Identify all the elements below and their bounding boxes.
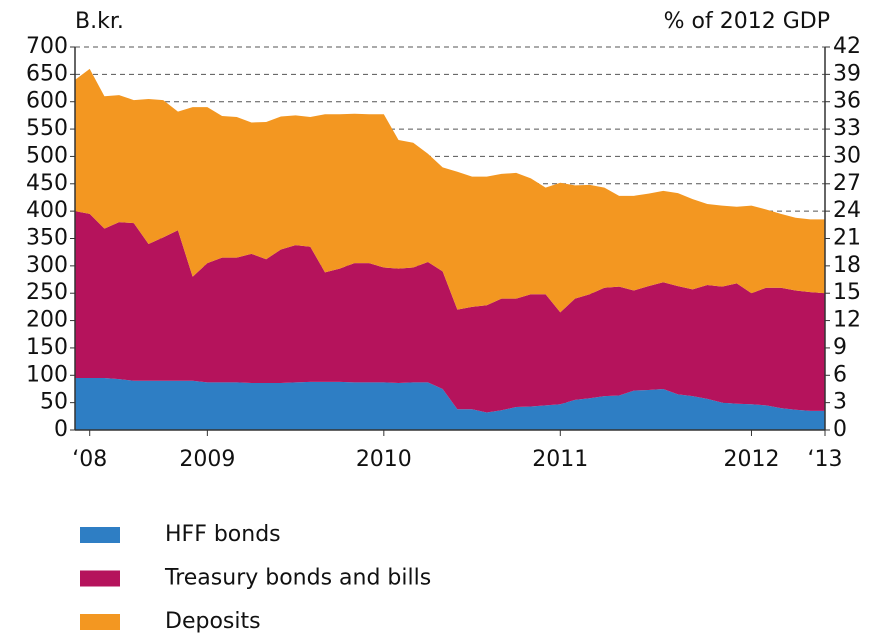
y2-tick-label: 3 <box>833 390 847 415</box>
y-tick-label: 300 <box>26 253 68 278</box>
y2-tick-label: 33 <box>833 116 861 141</box>
legend-swatch <box>80 570 120 587</box>
y2-tick-label: 27 <box>833 171 861 196</box>
area <box>75 378 825 430</box>
x-tick-label: 2009 <box>179 447 235 472</box>
y-tick-label: 550 <box>26 116 68 141</box>
area <box>75 68 825 313</box>
y-tick-label: 350 <box>26 226 68 251</box>
y2-axis-title: % of 2012 GDP <box>664 9 830 34</box>
y2-tick-label: 18 <box>833 253 861 278</box>
y2-tick-label: 36 <box>833 89 861 114</box>
y2-tick-label: 42 <box>833 34 861 59</box>
y-tick-label: 400 <box>26 198 68 223</box>
area <box>75 211 825 413</box>
y-axis-title: B.kr. <box>75 9 124 34</box>
x-tick-label: 2012 <box>723 447 779 472</box>
legend-label: Treasury bonds and bills <box>164 566 431 591</box>
y-tick-label: 250 <box>26 280 68 305</box>
y-tick-label: 600 <box>26 89 68 114</box>
legend-swatch <box>80 614 120 630</box>
y-tick-label: 0 <box>54 417 68 442</box>
y2-tick-label: 12 <box>833 308 861 333</box>
x-tick-label: 2011 <box>532 447 588 472</box>
y2-tick-label: 0 <box>833 417 847 442</box>
y2-tick-label: 30 <box>833 143 861 168</box>
legend-swatch <box>80 527 120 543</box>
y-tick-label: 650 <box>26 61 68 86</box>
x-tick-label: 2010 <box>356 447 412 472</box>
y-tick-label: 450 <box>26 171 68 196</box>
x-tick-label: ‘08 <box>72 447 107 472</box>
y2-tick-label: 39 <box>833 61 861 86</box>
y-tick-label: 500 <box>26 143 68 168</box>
y2-tick-label: 24 <box>833 198 861 223</box>
x-tick-label: ‘13 <box>808 447 843 472</box>
y2-tick-label: 21 <box>833 226 861 251</box>
y2-tick-label: 15 <box>833 280 861 305</box>
legend-label: HFF bonds <box>165 522 281 547</box>
y-tick-label: 700 <box>26 34 68 59</box>
y-tick-label: 150 <box>26 335 68 360</box>
y-tick-label: 50 <box>40 390 68 415</box>
y-tick-label: 200 <box>26 308 68 333</box>
y-tick-label: 100 <box>26 362 68 387</box>
legend-label: Deposits <box>165 609 261 634</box>
y2-tick-label: 6 <box>833 362 847 387</box>
y2-tick-label: 9 <box>833 335 847 360</box>
